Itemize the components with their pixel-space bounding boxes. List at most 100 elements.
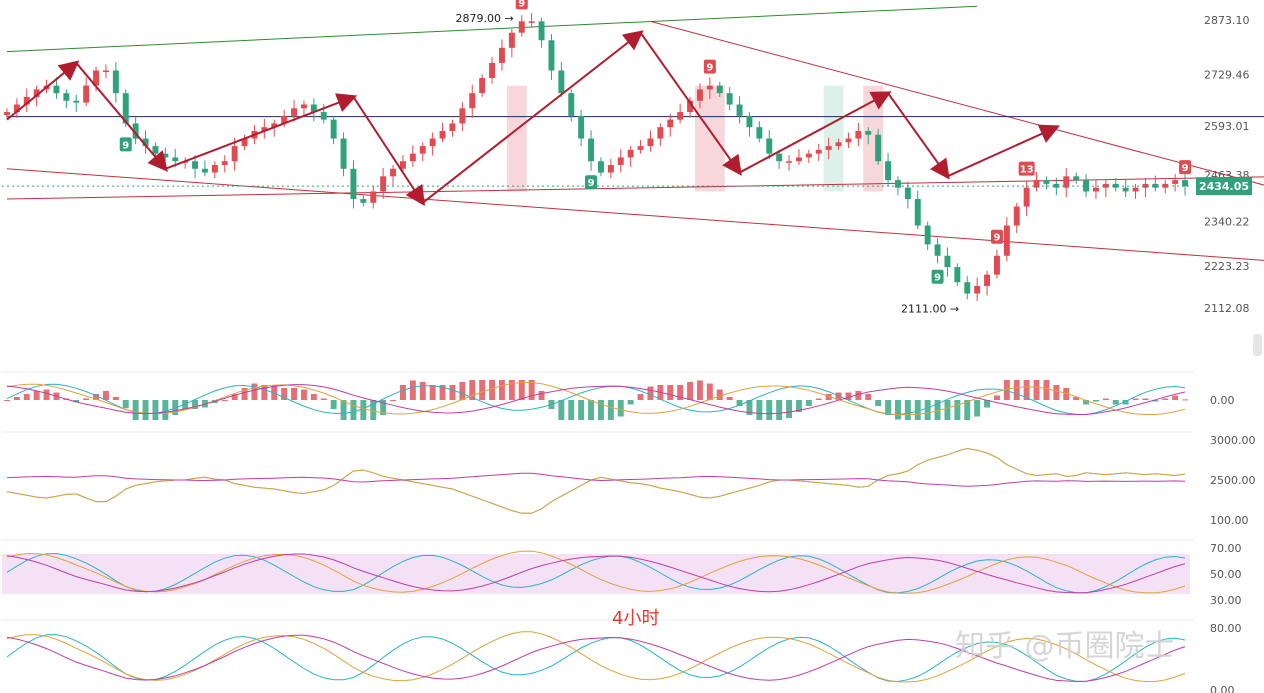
candle-body: [795, 157, 802, 162]
candle-body: [1142, 183, 1149, 188]
price-tick-label: 2729.46: [1204, 68, 1250, 81]
candle-body: [449, 123, 456, 131]
candle-body: [419, 146, 426, 154]
macd-bar: [815, 398, 822, 400]
candle-body: [1182, 180, 1189, 187]
candle-body: [954, 267, 961, 283]
indicator-line: [6, 384, 1186, 416]
macd-bar: [914, 400, 921, 420]
candle-body: [835, 142, 842, 147]
candle-body: [1033, 180, 1040, 188]
candle-body: [736, 104, 743, 116]
candle-body: [865, 130, 872, 135]
macd-bar: [93, 394, 100, 400]
candle-body: [102, 70, 109, 72]
candle-body: [984, 274, 991, 286]
macd-bar: [736, 400, 743, 406]
macd-bar: [588, 400, 595, 420]
candle-body: [766, 138, 773, 154]
candle-body: [528, 21, 535, 23]
current-price-text: 2434.05: [1199, 180, 1249, 193]
candle-body: [162, 153, 169, 158]
macd-bar: [855, 391, 862, 400]
candle-body: [568, 93, 575, 116]
macd-bar: [281, 388, 288, 400]
candle-body: [825, 146, 832, 150]
candle-body: [538, 21, 545, 41]
overlay-text: 4小时 知乎 @币圈院士: [612, 608, 1175, 664]
macd-bar: [498, 380, 505, 400]
macd-bar: [1043, 380, 1050, 400]
indicator-line: [6, 552, 1186, 594]
candle-body: [360, 199, 367, 203]
sequential-marker: [703, 59, 716, 74]
candle-body: [390, 168, 397, 177]
candle-body: [1132, 187, 1139, 192]
macd-bar: [1172, 395, 1179, 400]
candle-body: [122, 93, 129, 124]
candle-body: [231, 146, 238, 162]
candle-body: [1073, 176, 1080, 181]
wave-arrow: [739, 91, 892, 174]
candle-body: [380, 176, 387, 192]
wave-arrows: [6, 30, 1060, 207]
wave-arrow: [422, 30, 644, 204]
candle-body: [934, 244, 941, 256]
candle-body: [756, 127, 763, 139]
wave-arrow: [6, 60, 80, 121]
sequential-marker-text: 9: [1182, 163, 1189, 174]
watermark: 知乎 @币圈院士: [955, 629, 1175, 664]
candle-body: [1063, 176, 1070, 188]
indicator-line: [6, 472, 1186, 487]
macd-bar: [33, 391, 40, 400]
candle-body: [132, 123, 139, 139]
timeframe-label: 4小时: [612, 608, 659, 629]
candle-body: [1172, 180, 1179, 184]
candle-body: [993, 255, 1000, 275]
candle-body: [429, 138, 436, 147]
macd-bar: [944, 400, 951, 420]
macd-bar: [1162, 398, 1169, 400]
macd-bar: [449, 385, 456, 400]
macd-bar: [1112, 400, 1119, 405]
candle-body: [805, 153, 812, 158]
candle-body: [340, 138, 347, 169]
candle-body: [1152, 183, 1159, 188]
candle-body: [845, 138, 852, 143]
sequential-marker-text: 9: [518, 0, 525, 9]
candle-body: [350, 168, 357, 200]
macd-bar: [984, 400, 991, 408]
candle-body: [320, 112, 327, 120]
macd-bar: [182, 400, 189, 409]
macd-bar: [429, 385, 436, 400]
macd-bar: [479, 380, 486, 400]
candle-body: [211, 165, 218, 173]
candle-body: [647, 138, 654, 147]
candle-body: [875, 134, 882, 162]
candle-body: [548, 40, 555, 71]
macd-bar: [1182, 399, 1189, 401]
candle-body: [112, 70, 119, 94]
macd-bar: [726, 397, 733, 400]
candle-body: [439, 130, 446, 139]
high-annotation: 2879.00 →: [456, 12, 514, 25]
macd-bar: [518, 380, 525, 400]
macd-bar: [1013, 380, 1020, 400]
candle-body: [201, 168, 208, 173]
candle-body: [1013, 206, 1020, 226]
candle-body: [399, 161, 406, 169]
macd-bar: [597, 400, 604, 420]
macd-bar: [142, 400, 149, 420]
macd-bar: [578, 400, 585, 420]
macd-bar: [1083, 400, 1090, 405]
candle-body: [558, 70, 565, 94]
macd-bar: [934, 400, 941, 420]
macd-bar: [271, 385, 278, 400]
macd-bar: [172, 400, 179, 415]
wave-arrow: [75, 62, 168, 172]
right-scroll-handle[interactable]: [1253, 334, 1262, 356]
candle-body: [578, 115, 585, 139]
highlight-zone: [506, 85, 527, 192]
candle-body: [776, 153, 783, 162]
macd-bar: [607, 400, 614, 420]
